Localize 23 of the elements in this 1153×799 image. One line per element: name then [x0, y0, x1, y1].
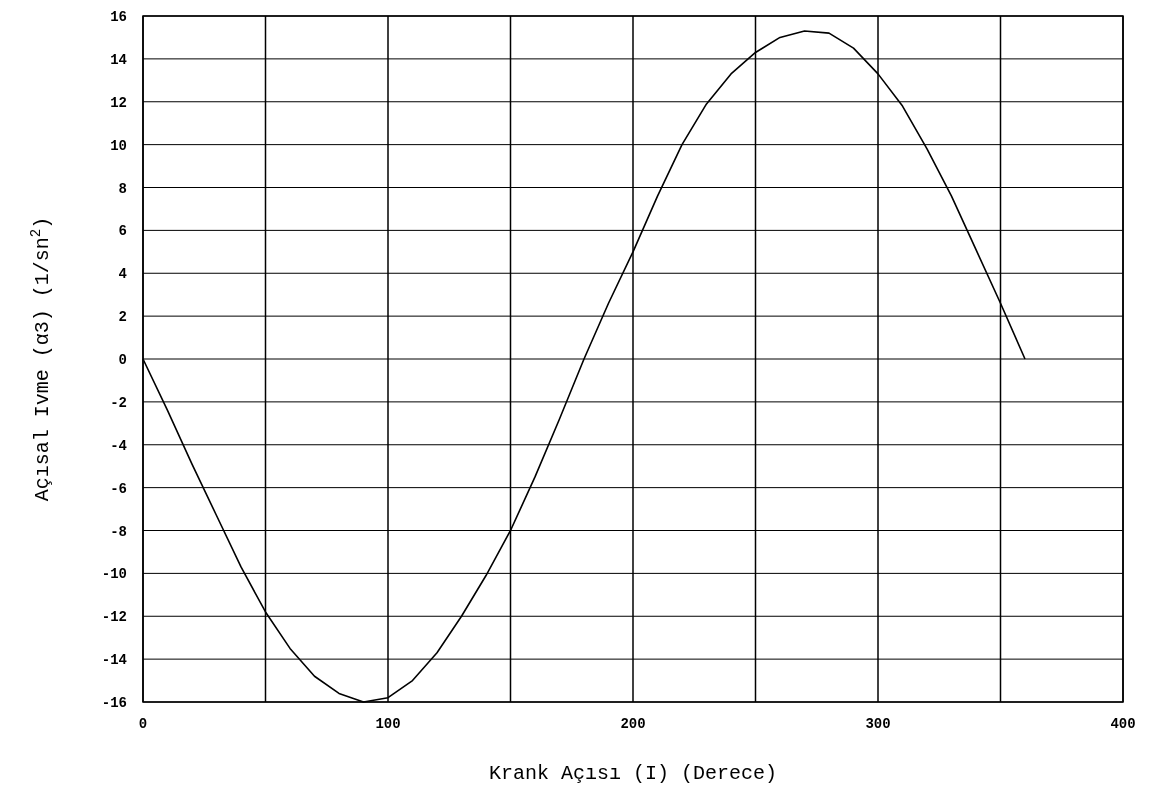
x-tick-label: 100: [375, 716, 401, 732]
y-tick-label: -14: [101, 652, 127, 669]
x-tick-label: 400: [1110, 716, 1136, 732]
y-tick-label: 4: [118, 266, 127, 283]
y-tick-label: -4: [110, 437, 127, 454]
y-tick-label: 2: [118, 309, 127, 326]
y-tick-label: 8: [118, 180, 127, 197]
y-tick-label: -10: [101, 566, 127, 583]
y-tick-label: -8: [110, 523, 127, 540]
y-tick-label: -2: [110, 394, 127, 411]
y-tick-label: -6: [110, 480, 127, 497]
y-tick-label: 0: [118, 352, 127, 368]
y-tick-label: -12: [101, 609, 127, 626]
y-tick-label: 12: [110, 94, 127, 111]
x-tick-label: 300: [865, 716, 891, 732]
x-tick-label: 200: [620, 716, 646, 732]
x-axis-title: Krank Açısı (I) (Derece): [488, 762, 778, 785]
y-tick-label: 10: [110, 137, 127, 154]
y-tick-label: 16: [110, 9, 127, 25]
y-tick-label: 6: [118, 223, 127, 240]
x-tick-label: 0: [138, 716, 148, 732]
y-tick-label: -16: [101, 695, 127, 711]
y-tick-label: 14: [110, 51, 127, 68]
